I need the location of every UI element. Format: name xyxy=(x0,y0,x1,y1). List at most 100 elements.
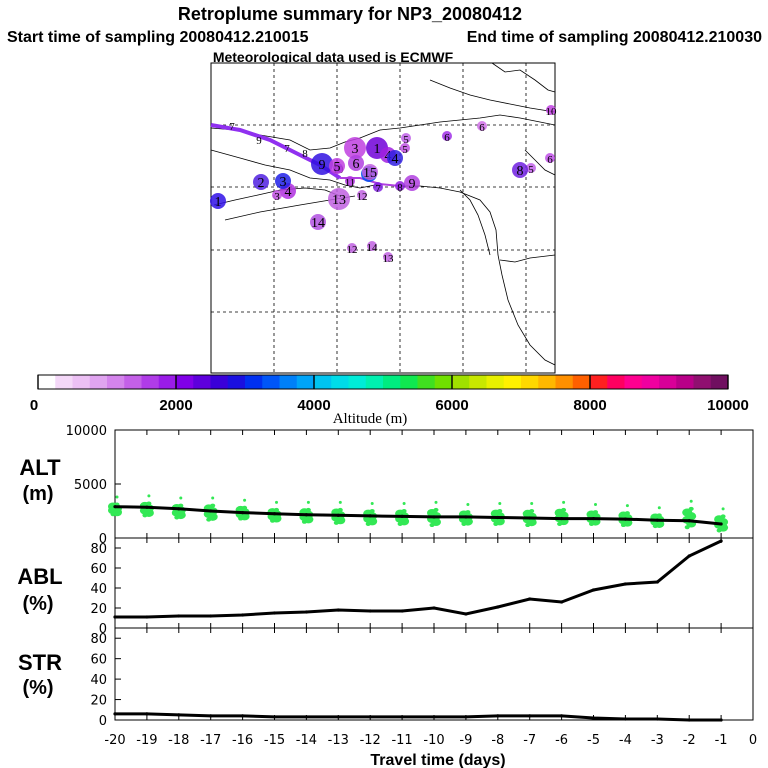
altitude-plume-point xyxy=(401,509,407,513)
x-tick-label: -1 xyxy=(715,733,728,748)
altitude-plume-point xyxy=(402,501,406,505)
x-tick-label: -13 xyxy=(328,733,349,748)
series-point xyxy=(623,717,628,721)
series-point xyxy=(560,714,564,718)
series-point xyxy=(528,516,532,520)
colorbar-cell xyxy=(314,375,332,389)
alt-panel: ALT (m) 0 5000 10000 xyxy=(19,424,754,547)
colorbar-cell xyxy=(641,375,660,389)
series-point xyxy=(687,554,691,558)
trajectory-marker xyxy=(400,143,410,153)
altitude-plume-point xyxy=(497,509,503,513)
colorbar-label: Altitude (m) xyxy=(333,411,408,427)
trajectory-marker xyxy=(512,162,528,178)
altitude-plume-point xyxy=(688,506,694,511)
series-point xyxy=(719,718,723,722)
colorbar-cell xyxy=(227,375,246,389)
trajectory-day-label: 8 xyxy=(517,164,524,179)
trajectory-day-label: 1 xyxy=(374,142,381,157)
x-tick-label: -18 xyxy=(168,733,189,748)
trajectory-marker xyxy=(387,150,403,166)
trajectory-day-label: 8 xyxy=(397,182,403,194)
series-line xyxy=(115,539,722,619)
series-point xyxy=(145,712,149,716)
altitude-plume-point xyxy=(306,500,310,504)
colorbar-tick-label: 6000 xyxy=(435,397,468,414)
x-axis-label: Travel time (days) xyxy=(370,752,505,768)
trajectory-marker xyxy=(442,131,452,141)
trajectory-marker xyxy=(311,153,333,175)
series-point xyxy=(655,580,659,584)
series-point xyxy=(464,715,468,719)
map-coastlines xyxy=(210,62,556,366)
series-line xyxy=(114,505,722,526)
altitude-plume-point xyxy=(179,496,183,500)
colorbar-cell xyxy=(624,375,643,389)
series-point xyxy=(496,515,500,520)
trajectory-marker xyxy=(347,243,357,253)
altitude-plume-point xyxy=(370,501,374,505)
trajectory-day-label: 12 xyxy=(357,191,368,203)
colorbar-ticks: 0 2000 4000 6000 8000 10000 xyxy=(30,375,749,414)
colorbar-cell xyxy=(555,375,574,389)
colorbar-tick-label: 4000 xyxy=(297,397,330,414)
trajectory-marker xyxy=(357,190,367,200)
series-point xyxy=(209,614,213,618)
series-point xyxy=(336,715,340,719)
series-point xyxy=(304,513,308,517)
series-point xyxy=(177,507,181,511)
altitude-plume-point xyxy=(243,498,247,502)
x-tick-label: -3 xyxy=(651,733,664,748)
trajectory-marker xyxy=(345,176,355,186)
y-tick-label: 0 xyxy=(99,532,107,547)
alt-plot: 0 5000 10000 xyxy=(66,424,754,547)
trajectory-day-label: 6 xyxy=(444,132,450,144)
altitude-plume-point xyxy=(682,508,693,517)
altitude-plume-point xyxy=(594,503,597,507)
colorbar-cell xyxy=(193,375,211,389)
colorbar-cell xyxy=(710,375,729,389)
str-panel-units: (%) xyxy=(22,677,53,699)
series-point xyxy=(528,714,532,718)
series-point xyxy=(719,539,723,543)
series-point xyxy=(432,606,436,610)
trajectory-day-label: 7 xyxy=(229,121,235,133)
trajectory-day-label: 9 xyxy=(256,135,262,147)
x-tick-label: -15 xyxy=(264,733,285,748)
trajectory-day-label: 3 xyxy=(352,142,359,157)
altitude-plume-point xyxy=(274,507,279,512)
altitude-plume-point xyxy=(689,499,693,503)
altitude-plume-point xyxy=(562,500,566,504)
series-point xyxy=(591,516,596,521)
altitude-plume-point xyxy=(178,503,184,508)
str-panel: STR (%) 0 20 40 60 80 xyxy=(18,627,754,729)
end-time-label: End time of sampling 20080412.210030 xyxy=(467,29,762,46)
x-tick-label: -4 xyxy=(619,733,632,748)
series-point xyxy=(591,588,596,592)
altitude-plume-point xyxy=(337,507,343,512)
series-point xyxy=(719,522,723,526)
trajectory-marker xyxy=(383,252,393,262)
trajectory-day-label: 3 xyxy=(274,191,280,203)
met-data-label: Meteorological data used is ECMWF xyxy=(213,49,454,65)
series-point xyxy=(496,714,500,718)
str-panel-frame xyxy=(114,627,754,721)
altitude-plume-point xyxy=(530,501,534,505)
alt-panel-label: ALT xyxy=(19,455,61,480)
colorbar-cell xyxy=(676,375,694,389)
series-point xyxy=(272,512,277,516)
series-point xyxy=(591,716,596,720)
colorbar-cells xyxy=(38,375,729,389)
abl-panel-units: (%) xyxy=(22,593,53,615)
y-tick-label: 40 xyxy=(90,582,107,597)
trajectory-marker xyxy=(348,155,364,171)
colorbar-cell xyxy=(245,375,263,389)
colorbar-cell xyxy=(210,375,229,389)
x-tick-label: -16 xyxy=(232,733,253,748)
start-time-label: Start time of sampling 20080412.210015 xyxy=(7,29,309,46)
series-point xyxy=(241,511,245,515)
altitude-plume-point xyxy=(146,501,152,506)
series-point xyxy=(623,582,628,586)
series-point xyxy=(687,718,691,722)
y-tick-label: 60 xyxy=(90,653,107,668)
